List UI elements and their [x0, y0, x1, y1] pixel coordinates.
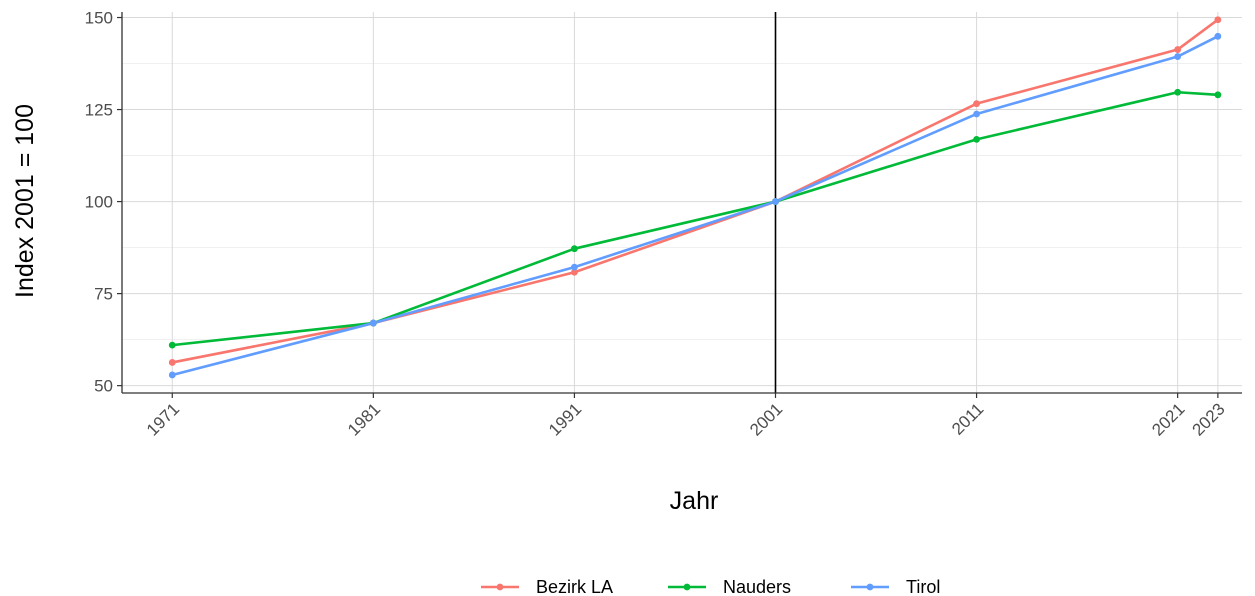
series-lines: [170, 18, 1220, 377]
data-point-tirol: [1214, 32, 1222, 40]
x-axis-title: Jahr: [670, 487, 719, 515]
y-tick-labels: 50 75 100 125 150: [85, 9, 113, 396]
data-point-tirol: [973, 110, 980, 118]
y-tick-label: 150: [85, 9, 113, 28]
x-tick-label: 1971: [143, 399, 183, 439]
legend-label-nauders: Nauders: [723, 577, 791, 596]
data-point-tirol: [369, 319, 377, 327]
y-axis-title: Index 2001 = 100: [11, 104, 39, 298]
x-tick-labels: 1971 1981 1991 2001 2011 2021 2023: [143, 399, 1229, 439]
legend-label-tirol: Tirol: [906, 577, 940, 596]
data-point-nauders: [571, 245, 578, 253]
y-tick-label: 50: [94, 377, 113, 396]
legend-key-point-tirol: [866, 583, 874, 591]
legend-key-point-bezirk-la: [496, 583, 504, 591]
data-point-bezirk-la: [571, 268, 578, 276]
data-point-nauders: [973, 135, 980, 143]
legend: Bezirk LA Nauders Tirol: [481, 577, 940, 596]
x-tick-label: 2001: [746, 399, 786, 439]
data-point-nauders: [1174, 88, 1182, 96]
legend-key-point-nauders: [683, 583, 691, 591]
data-point-tirol: [1174, 53, 1182, 60]
data-point-tirol: [571, 263, 578, 271]
y-tick-label: 125: [85, 101, 113, 120]
data-point-nauders: [1214, 91, 1222, 99]
data-point-bezirk-la: [1214, 16, 1222, 24]
data-point-tirol: [772, 198, 779, 205]
legend-label-bezirk-la: Bezirk LA: [536, 577, 613, 596]
data-point-bezirk-la: [973, 100, 980, 108]
y-tick-label: 75: [94, 285, 113, 304]
x-tick-label: 2011: [948, 399, 987, 438]
series-line-tirol: [170, 35, 1220, 377]
grid-lines: [122, 12, 1242, 393]
x-tick-label: 2023: [1189, 399, 1229, 439]
x-tick-label: 2021: [1148, 399, 1188, 439]
data-point-bezirk-la: [168, 359, 176, 366]
x-tick-label: 1991: [545, 399, 585, 439]
series-line-nauders: [170, 90, 1220, 347]
series-line-bezirk-la: [170, 18, 1220, 364]
series-points: [168, 16, 1222, 379]
x-tick-label: 1981: [344, 399, 384, 439]
data-point-tirol: [168, 371, 176, 379]
data-point-nauders: [168, 341, 176, 349]
data-point-bezirk-la: [1174, 46, 1182, 53]
axes: [117, 12, 1242, 398]
y-tick-label: 100: [85, 193, 113, 212]
